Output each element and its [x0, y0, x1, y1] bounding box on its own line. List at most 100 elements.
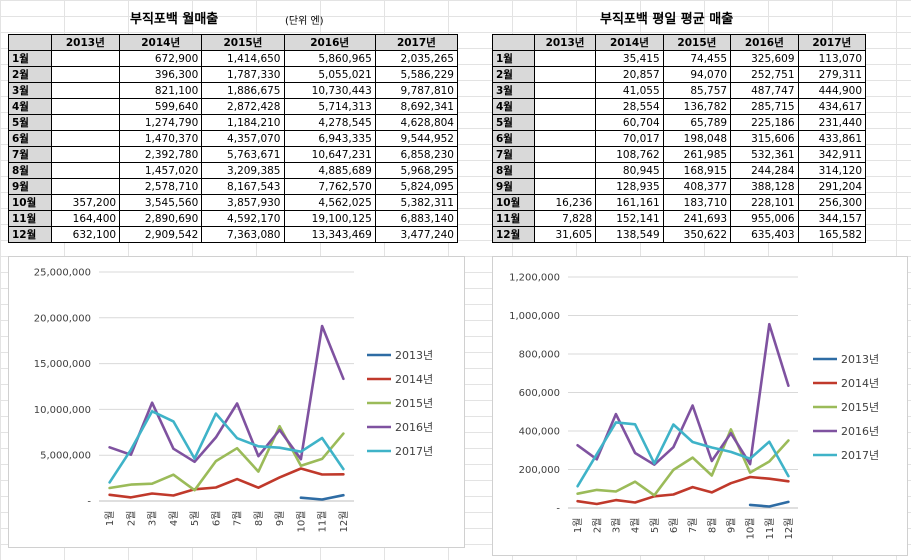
table-cell[interactable]: 4,885,689: [283, 162, 376, 179]
series-line-2015년[interactable]: [108, 424, 345, 492]
row-label[interactable]: 6월: [8, 130, 52, 147]
table-cell[interactable]: 4,628,804: [374, 114, 459, 131]
table-cell[interactable]: 315,606: [730, 130, 799, 147]
table-cell[interactable]: [533, 162, 597, 179]
series-line-2016년[interactable]: [108, 324, 345, 464]
table-cell[interactable]: 138,549: [595, 226, 664, 243]
series-line-2013년[interactable]: [748, 500, 790, 508]
table-cell[interactable]: 261,985: [662, 146, 732, 163]
table-cell[interactable]: 344,157: [797, 210, 867, 227]
table-cell[interactable]: 231,440: [797, 114, 867, 131]
table-cell[interactable]: 136,782: [662, 98, 732, 115]
table-cell[interactable]: 5,824,095: [374, 178, 459, 195]
table-cell[interactable]: 35,415: [595, 50, 664, 67]
table-cell[interactable]: 5,055,021: [283, 66, 376, 83]
table-cell[interactable]: 5,968,295: [374, 162, 459, 179]
table-cell[interactable]: [50, 66, 121, 83]
table-cell[interactable]: 2,578,710: [119, 178, 203, 195]
table-cell[interactable]: [50, 82, 121, 99]
row-label[interactable]: 12월: [492, 226, 535, 243]
table-cell[interactable]: 28,554: [595, 98, 664, 115]
table-cell[interactable]: 2,035,265: [374, 50, 459, 67]
table-cell[interactable]: 244,284: [730, 162, 799, 179]
table-cell[interactable]: 396,300: [119, 66, 203, 83]
row-label[interactable]: 10월: [8, 194, 52, 211]
table-cell[interactable]: 152,141: [595, 210, 664, 227]
table-cell[interactable]: 65,789: [662, 114, 732, 131]
row-label[interactable]: 6월: [492, 130, 535, 147]
table-cell[interactable]: 408,377: [662, 178, 732, 195]
table-cell[interactable]: 31,605: [533, 226, 597, 243]
table-cell[interactable]: [533, 66, 597, 83]
table-cell[interactable]: 444,900: [797, 82, 867, 99]
table-cell[interactable]: 8,167,543: [201, 178, 285, 195]
table-cell[interactable]: 2,392,780: [119, 146, 203, 163]
table-cell[interactable]: 3,545,560: [119, 194, 203, 211]
table-cell[interactable]: [50, 130, 121, 147]
table-cell[interactable]: 113,070: [797, 50, 867, 67]
table-cell[interactable]: 532,361: [730, 146, 799, 163]
series-line-2013년[interactable]: [299, 493, 345, 501]
table-cell[interactable]: 487,747: [730, 82, 799, 99]
table-cell[interactable]: 1,457,020: [119, 162, 203, 179]
table-cell[interactable]: 19,100,125: [283, 210, 376, 227]
table-cell[interactable]: 256,300: [797, 194, 867, 211]
table-cell[interactable]: 7,363,080: [201, 226, 285, 243]
table-cell[interactable]: 183,710: [662, 194, 732, 211]
table-cell[interactable]: 94,070: [662, 66, 732, 83]
table-cell[interactable]: 291,204: [797, 178, 867, 195]
table-cell[interactable]: [533, 98, 597, 115]
table-cell[interactable]: 5,714,313: [283, 98, 376, 115]
row-label[interactable]: 3월: [492, 82, 535, 99]
table-cell[interactable]: [50, 162, 121, 179]
table-cell[interactable]: 4,278,545: [283, 114, 376, 131]
table-cell[interactable]: 74,455: [662, 50, 732, 67]
table-cell[interactable]: 60,704: [595, 114, 664, 131]
table-cell[interactable]: 4,357,070: [201, 130, 285, 147]
table-cell[interactable]: 350,622: [662, 226, 732, 243]
table-cell[interactable]: 228,101: [730, 194, 799, 211]
table-cell[interactable]: 5,860,965: [283, 50, 376, 67]
table-cell[interactable]: 20,857: [595, 66, 664, 83]
table-cell[interactable]: 2,890,690: [119, 210, 203, 227]
table-cell[interactable]: 314,120: [797, 162, 867, 179]
table-cell[interactable]: 3,477,240: [374, 226, 459, 243]
table-cell[interactable]: 108,762: [595, 146, 664, 163]
table-cell[interactable]: 85,757: [662, 82, 732, 99]
table-cell[interactable]: [50, 98, 121, 115]
series-line-2014년[interactable]: [108, 467, 345, 499]
table-cell[interactable]: 10,730,443: [283, 82, 376, 99]
table-cell[interactable]: [50, 50, 121, 67]
row-label[interactable]: 10월: [492, 194, 535, 211]
row-label[interactable]: 11월: [8, 210, 52, 227]
table-cell[interactable]: 635,403: [730, 226, 799, 243]
weekday-average-chart[interactable]: - 200,000 400,000 600,000 800,000 1,000,000 1,…: [492, 256, 908, 556]
series-line-2016년[interactable]: [576, 322, 790, 466]
table-cell[interactable]: [533, 50, 597, 67]
table-cell[interactable]: 168,915: [662, 162, 732, 179]
row-label[interactable]: 11월: [492, 210, 535, 227]
row-label[interactable]: 8월: [492, 162, 535, 179]
table-cell[interactable]: 10,647,231: [283, 146, 376, 163]
table-cell[interactable]: 357,200: [50, 194, 121, 211]
table-cell[interactable]: [50, 114, 121, 131]
table-cell[interactable]: [533, 146, 597, 163]
table-cell[interactable]: 6,943,335: [283, 130, 376, 147]
table-cell[interactable]: 7,828: [533, 210, 597, 227]
row-label[interactable]: 5월: [8, 114, 52, 131]
row-label[interactable]: 12월: [8, 226, 52, 243]
table-cell[interactable]: 5,763,671: [201, 146, 285, 163]
table-cell[interactable]: 6,883,140: [374, 210, 459, 227]
row-label[interactable]: 2월: [8, 66, 52, 83]
series-line-2017년[interactable]: [108, 410, 345, 484]
table-cell[interactable]: [533, 178, 597, 195]
table-cell[interactable]: 16,236: [533, 194, 597, 211]
table-cell[interactable]: 285,715: [730, 98, 799, 115]
row-label[interactable]: 4월: [8, 98, 52, 115]
table-cell[interactable]: 599,640: [119, 98, 203, 115]
row-label[interactable]: 9월: [8, 178, 52, 195]
series-line-2015년[interactable]: [576, 428, 790, 497]
table-cell[interactable]: 2,909,542: [119, 226, 203, 243]
table-cell[interactable]: 1,470,370: [119, 130, 203, 147]
table-cell[interactable]: 1,787,330: [201, 66, 285, 83]
